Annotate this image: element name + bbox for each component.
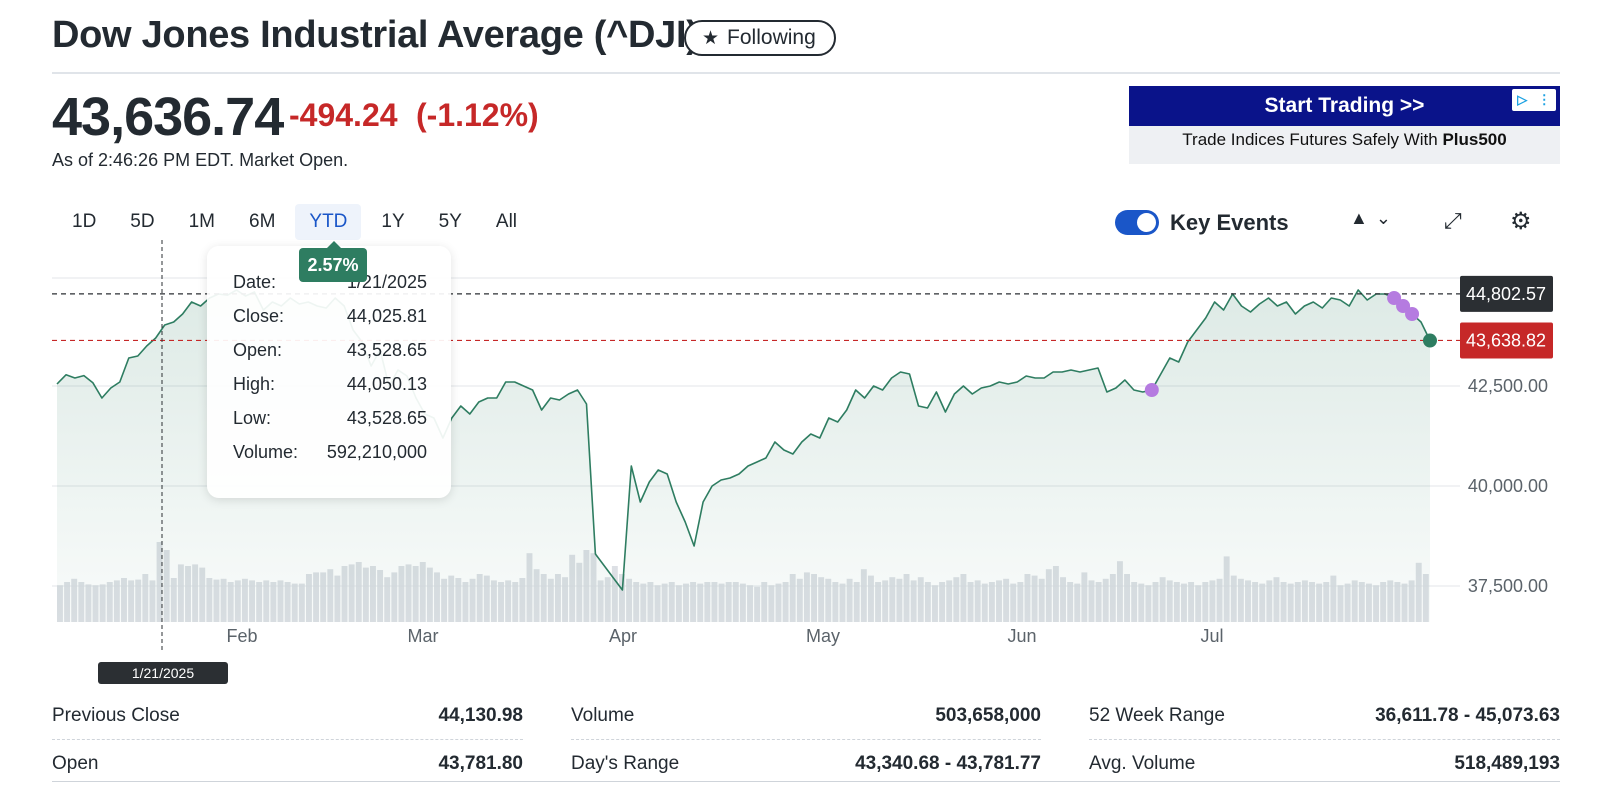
stat-52-week-range: 52 Week Range 36,611.78 - 45,073.63 [1089,692,1560,740]
current-point-marker [1423,333,1437,348]
y-tick-label: 42,500.00 [1468,376,1548,396]
tooltip-row: Volume: 592,210,000 [233,442,427,463]
tooltip-row: High: 44,050.13 [233,374,427,395]
toggle-knob [1137,213,1156,232]
range-selector: 1D 5D 1M 6M YTD 1Y 5Y All [58,204,537,240]
range-5y[interactable]: 5Y [438,211,462,232]
stat-label: Open [52,753,99,774]
key-event-marker [1387,291,1402,305]
stat-previous-close: Previous Close 44,130.98 [52,692,523,740]
tooltip-row: Close: 44,025.81 [233,306,427,327]
crosshair-date-badge: 1/21/2025 [98,662,228,684]
stat-open: Open 43,781.80 [52,740,523,788]
key-events-toggle[interactable] [1115,210,1159,235]
current-price: 43,636.74 [52,87,284,147]
page-title: Dow Jones Industrial Average (^DJI) [52,14,699,56]
ad-cta-button[interactable]: Start Trading >> ▷ ⋮ [1129,86,1560,126]
following-button[interactable]: ★ Following [684,20,836,56]
stat-value: 503,658,000 [935,704,1041,726]
key-event-marker [1144,383,1159,397]
x-tick-label: Mar [408,626,439,646]
price-change: -494.24 [289,97,398,133]
ad-subtext-text: Trade Indices Futures Safely With [1182,130,1443,149]
tooltip-label: High: [233,374,276,394]
chevron-down-icon: ⌄ [1375,208,1391,228]
stat-value: 43,781.80 [438,753,523,774]
y-tick-label: 40,000.00 [1468,476,1548,496]
ytd-change-badge: 2.57% [299,241,367,282]
tooltip-row: Open: 43,528.65 [233,340,427,361]
tooltip-value: 592,210,000 [326,442,427,462]
key-event-marker [1396,299,1411,313]
y-tick-label: 37,500.00 [1468,576,1548,596]
stat-label: 52 Week Range [1089,704,1225,726]
ad-brand: Plus500 [1442,130,1507,149]
tooltip-label: Volume: [233,442,299,462]
range-1y[interactable]: 1Y [381,211,405,232]
x-tick-label: Feb [226,626,257,646]
x-tick-label: May [806,626,840,646]
ad-headline: Start Trading >> [1264,94,1425,117]
current-price-label: 43,638.82 [1466,330,1546,350]
stat-value: 518,489,193 [1454,753,1560,774]
tooltip-value: 43,528.65 [346,340,427,360]
stat-label: Avg. Volume [1089,753,1196,774]
stat-value: 43,340.68 - 43,781.77 [855,753,1041,774]
x-tick-label: Apr [609,626,637,646]
mountain-chart-icon: ▲ [1350,208,1368,228]
range-5d[interactable]: 5D [130,211,155,232]
current-price-label-bg [1460,322,1553,359]
range-1d[interactable]: 1D [72,211,97,232]
bottom-divider [52,781,1560,782]
following-label: Following [727,26,816,49]
tooltip-value: 44,025.81 [346,306,427,326]
ad-subtext: Trade Indices Futures Safely With Plus50… [1129,130,1560,150]
title-divider [52,72,1560,74]
data-tooltip: Date: 1/21/2025 Close: 44,025.81 Open: 43,5… [207,246,451,498]
key-events-label: Key Events [1170,210,1289,235]
ad-choices-icon[interactable]: ▷ ⋮ [1512,89,1556,111]
stat-value: 44,130.98 [438,704,523,726]
gear-icon[interactable]: ⚙ [1510,208,1532,235]
tooltip-value: 44,050.13 [346,374,427,394]
market-status: As of 2:46:26 PM EDT. Market Open. [52,150,349,170]
advertisement[interactable]: Start Trading >> ▷ ⋮ Trade Indices Future… [1129,86,1560,164]
price-change-percent: (-1.12%) [416,97,539,133]
star-icon: ★ [702,27,720,49]
range-all[interactable]: All [495,211,518,232]
range-6m[interactable]: 6M [249,211,276,232]
tooltip-label: Open: [233,340,283,360]
tooltip-row: Low: 43,528.65 [233,408,427,429]
expand-icon[interactable]: ⤢ [1444,208,1462,233]
stat-value: 36,611.78 - 45,073.63 [1375,704,1560,726]
stat-avg-volume: Avg. Volume 518,489,193 [1089,740,1560,788]
stat-days-range: Day's Range 43,340.68 - 43,781.77 [571,740,1041,788]
key-event-marker [1405,307,1420,321]
chart-type-selector[interactable]: ▲ ⌄ [1350,208,1391,229]
stat-label: Volume [571,704,635,726]
stat-label: Previous Close [52,704,180,726]
tooltip-label: Close: [233,306,285,326]
x-tick-label: Jun [1007,626,1036,646]
range-1m[interactable]: 1M [188,211,215,232]
stat-label: Day's Range [571,753,680,774]
stat-volume: Volume 503,658,000 [571,692,1041,740]
high-price-label: 44,802.57 [1466,284,1546,304]
tooltip-label: Date: [233,272,277,292]
range-ytd[interactable]: YTD [295,204,362,240]
tooltip-label: Low: [233,408,272,428]
x-tick-label: Jul [1200,626,1223,646]
tooltip-row: Date: 1/21/2025 [233,272,427,293]
tooltip-value: 43,528.65 [346,408,427,428]
high-price-label-bg [1460,275,1553,312]
